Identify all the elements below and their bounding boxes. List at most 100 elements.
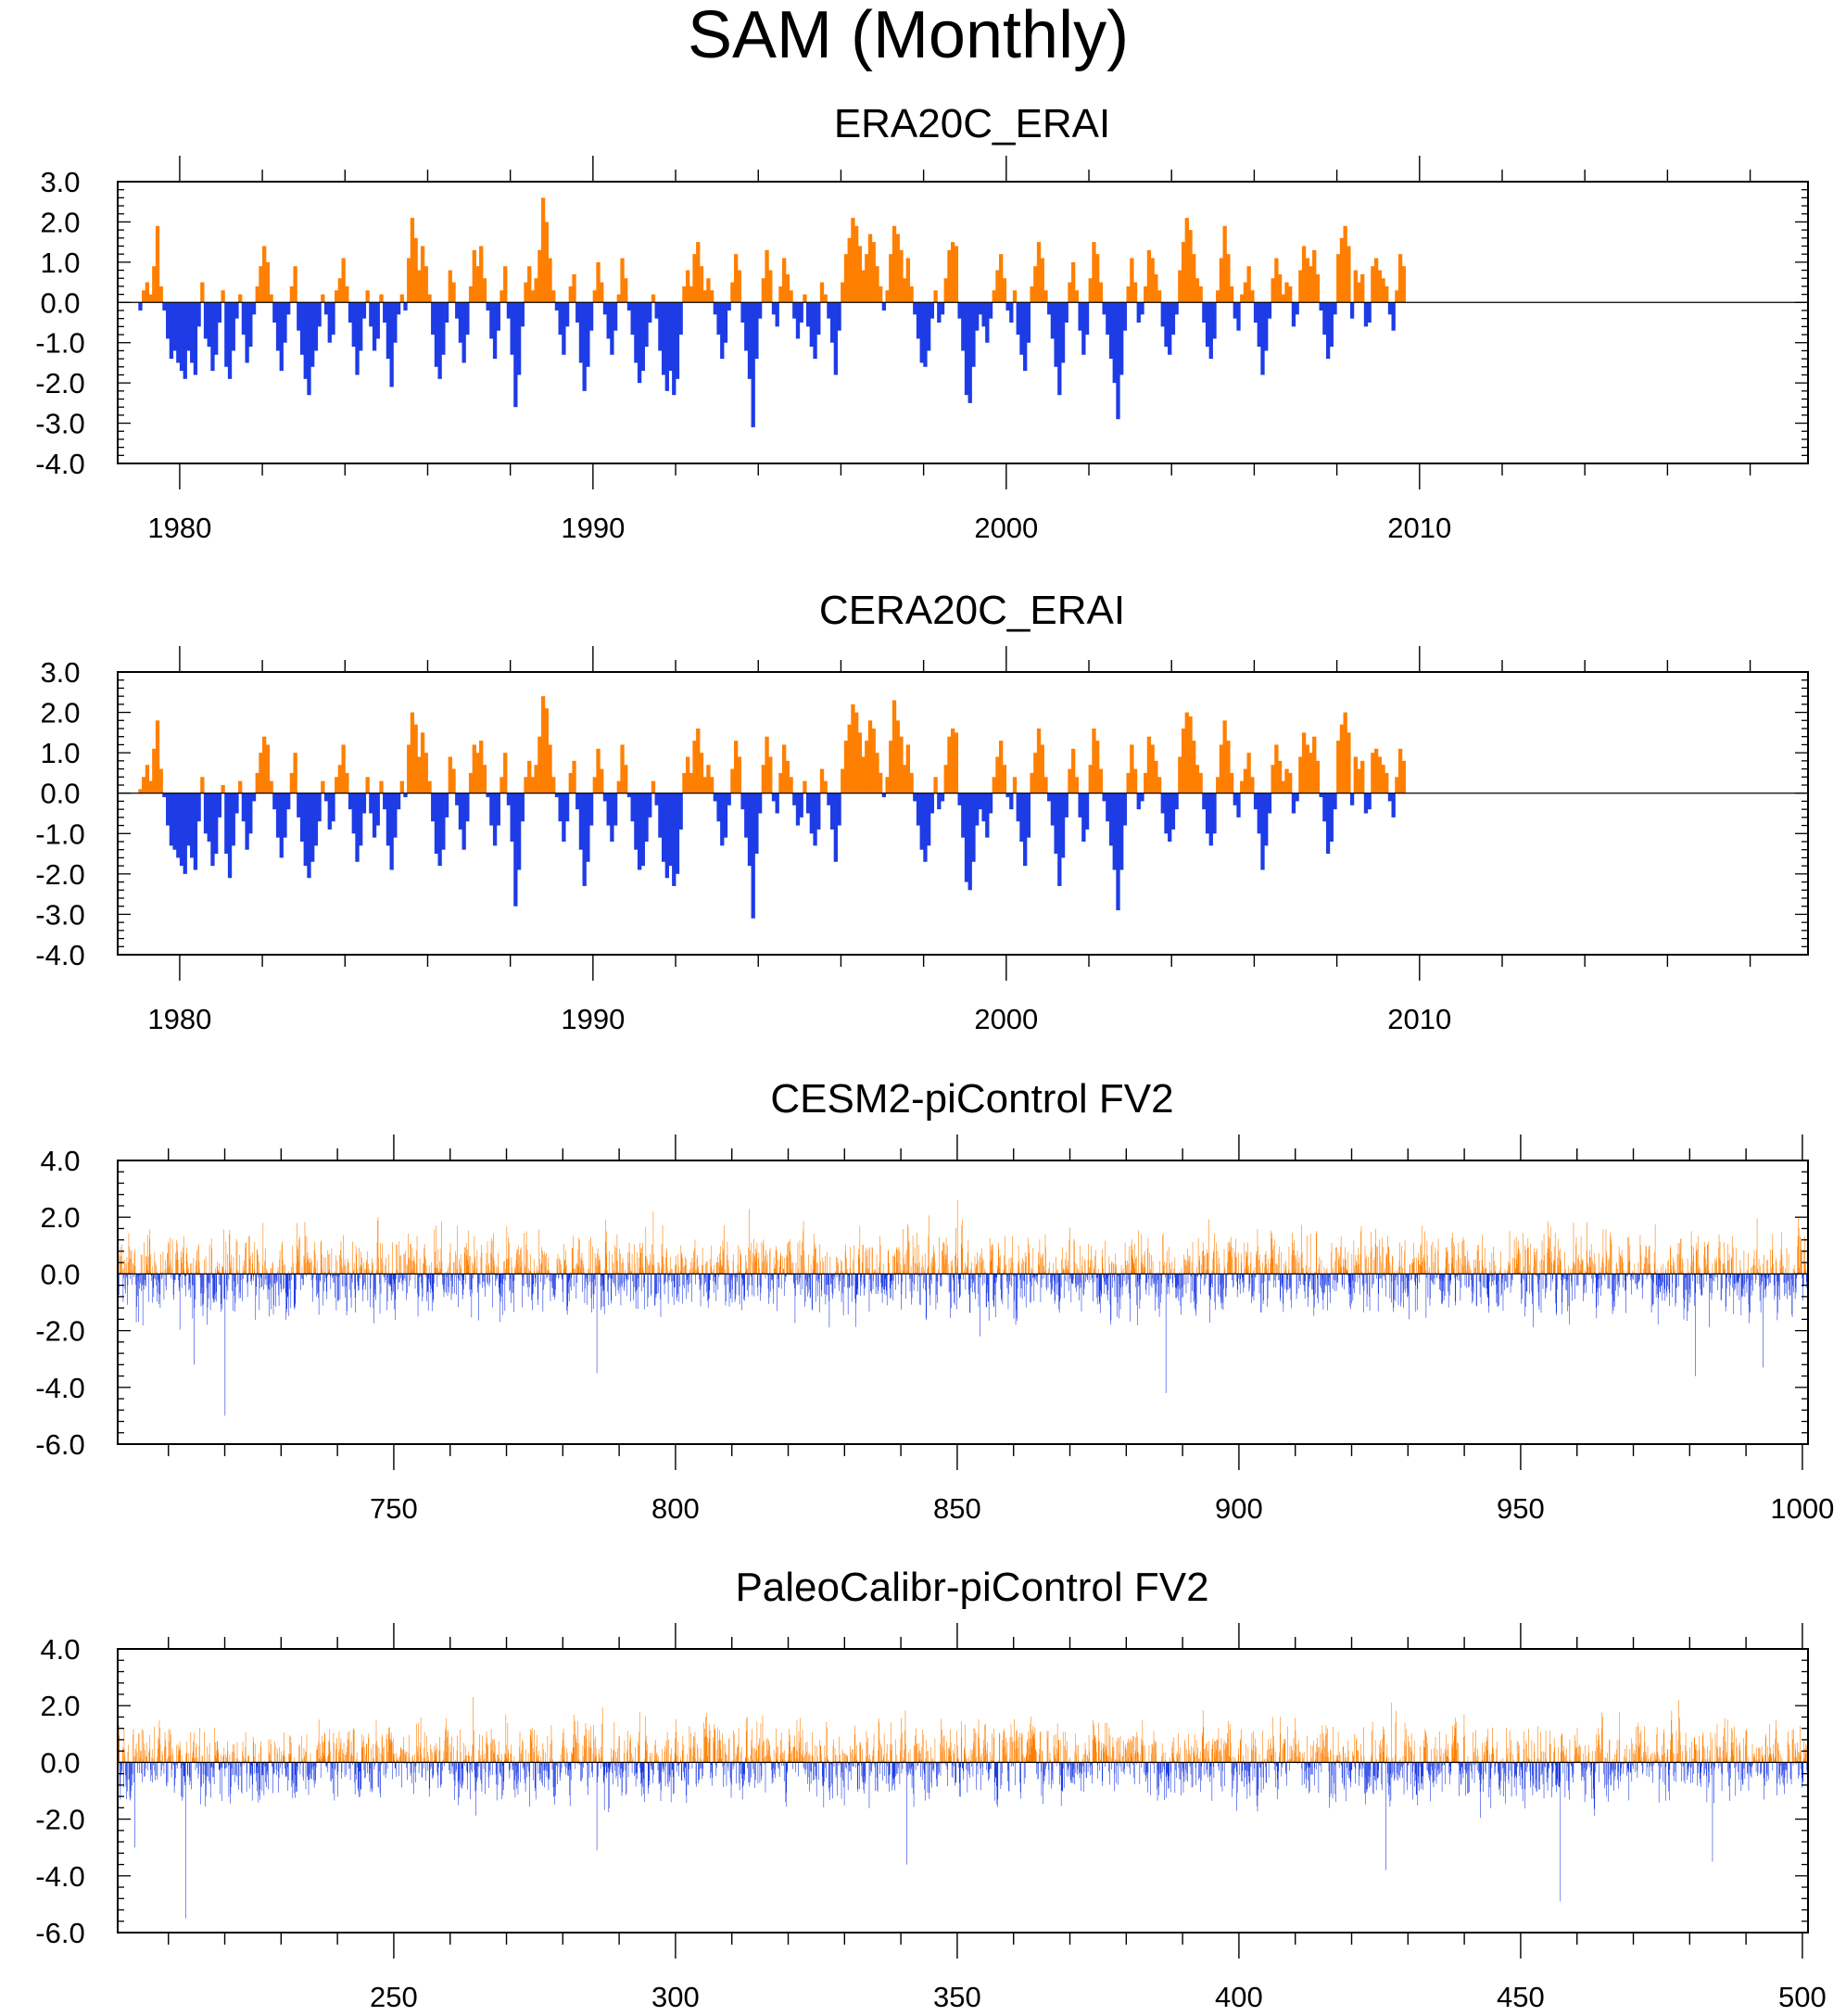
negative-bar [488, 1274, 490, 1287]
positive-bar [152, 748, 157, 793]
negative-bar [241, 302, 247, 336]
negative-bar [602, 302, 608, 315]
negative-bar [155, 1274, 156, 1280]
negative-bar [1562, 1274, 1563, 1303]
positive-bar [790, 1254, 791, 1274]
positive-bar [265, 1248, 266, 1274]
data-series [138, 696, 1406, 919]
negative-bar [684, 1274, 685, 1288]
positive-bar [712, 1269, 714, 1274]
positive-bar [149, 1271, 151, 1274]
positive-bar [1519, 1272, 1520, 1274]
negative-bar [326, 1274, 328, 1277]
positive-bar [634, 1263, 636, 1274]
positive-bar [1572, 1268, 1574, 1274]
positive-bar [155, 1262, 157, 1274]
negative-bar [1647, 1274, 1649, 1277]
positive-bar [181, 1755, 183, 1763]
positive-bar [221, 1266, 222, 1274]
positive-bar [1404, 1240, 1406, 1274]
positive-bar [187, 1270, 189, 1274]
positive-bar [1010, 1267, 1011, 1274]
negative-bar [872, 1274, 874, 1289]
positive-bar [1375, 1228, 1376, 1274]
negative-bar [200, 1762, 202, 1785]
negative-bar [1007, 1274, 1009, 1310]
negative-bar [462, 1274, 463, 1295]
negative-bar [727, 1274, 728, 1285]
negative-bar [1208, 302, 1213, 360]
negative-bar [1764, 1274, 1766, 1287]
negative-bar [1747, 1274, 1749, 1279]
negative-bar [426, 1274, 428, 1292]
positive-bar [892, 1255, 893, 1274]
positive-bar [142, 1759, 144, 1763]
positive-bar [1782, 1266, 1783, 1274]
positive-bar [1141, 1262, 1142, 1274]
positive-bar [1142, 1255, 1143, 1274]
positive-bar [1101, 1249, 1103, 1274]
negative-bar [1354, 1274, 1355, 1294]
positive-bar [413, 237, 418, 303]
positive-bar [692, 1267, 693, 1274]
negative-bar [804, 1274, 805, 1307]
positive-bar [616, 1260, 617, 1274]
positive-bar [1111, 1262, 1112, 1274]
negative-bar [1650, 1274, 1651, 1278]
negative-bar [736, 1274, 738, 1278]
positive-bar [1027, 1237, 1029, 1274]
positive-bar [123, 1267, 125, 1274]
positive-bar [448, 756, 452, 793]
positive-bar [151, 1757, 153, 1763]
negative-bar [1017, 1274, 1018, 1321]
positive-bar [737, 1264, 739, 1274]
negative-bar [886, 1274, 888, 1291]
negative-bar [387, 1274, 389, 1285]
negative-bar [1009, 1274, 1011, 1286]
positive-bar [1740, 1268, 1741, 1274]
positive-bar [1144, 772, 1148, 793]
positive-bar [944, 1264, 945, 1274]
negative-bar [658, 1274, 659, 1294]
positive-bar [1648, 1263, 1649, 1274]
positive-bar [1022, 1258, 1023, 1274]
negative-bar [326, 1274, 328, 1300]
positive-bar [1557, 1238, 1559, 1274]
negative-bar [564, 792, 570, 822]
positive-bar [1680, 1237, 1682, 1274]
positive-bar [1411, 1259, 1413, 1274]
negative-bar [1051, 1274, 1053, 1287]
positive-bar [871, 729, 876, 793]
positive-bar [1573, 1262, 1574, 1274]
positive-bar [899, 736, 904, 793]
positive-bar [1594, 1253, 1596, 1274]
positive-bar [691, 1257, 693, 1274]
positive-bar [1246, 1252, 1248, 1274]
positive-bar [1281, 1251, 1282, 1274]
negative-bar [1442, 1274, 1444, 1282]
negative-bar [676, 1274, 678, 1294]
negative-bar [1598, 1274, 1599, 1280]
positive-bar [819, 1261, 821, 1274]
negative-bar [1239, 1274, 1241, 1294]
positive-bar [1776, 1262, 1777, 1274]
negative-bar [123, 1274, 124, 1279]
positive-bar [787, 1257, 788, 1274]
positive-bar [1149, 1273, 1151, 1274]
negative-bar [747, 1274, 749, 1298]
positive-bar [507, 1259, 509, 1274]
negative-bar [224, 1274, 225, 1300]
positive-bar [759, 1267, 760, 1274]
positive-bar [186, 1742, 188, 1763]
negative-bar [1199, 1274, 1201, 1276]
negative-bar [1126, 1274, 1128, 1285]
positive-bar [1040, 1254, 1041, 1274]
negative-bar [1686, 1274, 1688, 1290]
negative-bar [1710, 1274, 1712, 1278]
positive-bar [1002, 765, 1007, 793]
negative-bar [820, 1274, 822, 1276]
negative-bar [905, 1274, 906, 1300]
positive-bar [1333, 1267, 1334, 1274]
positive-bar [1528, 1247, 1529, 1274]
positive-bar [578, 1265, 580, 1274]
